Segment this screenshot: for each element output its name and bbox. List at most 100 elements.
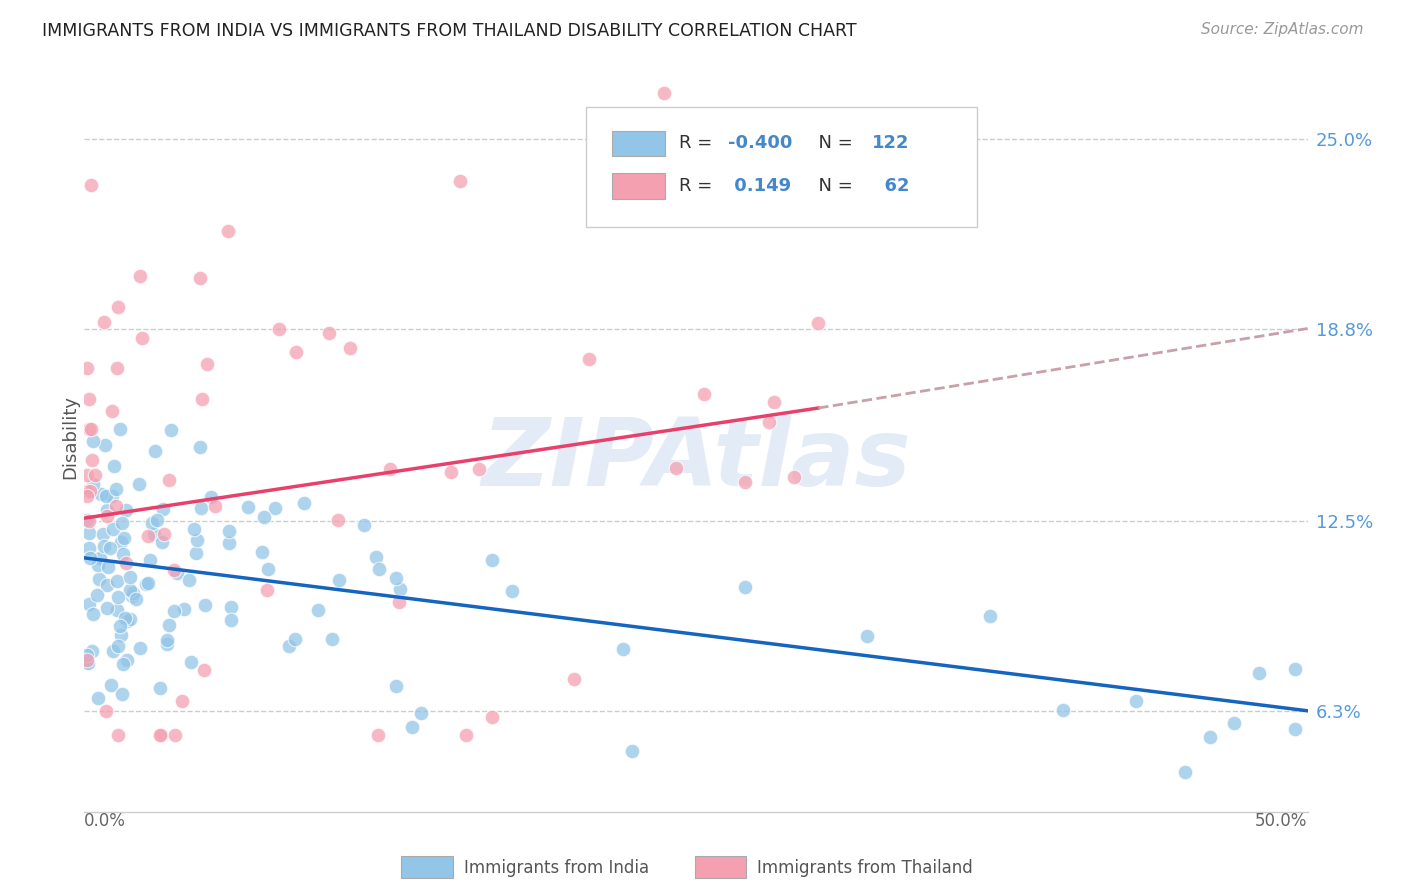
Point bbox=[292, 496, 315, 510]
Point bbox=[136, 576, 159, 591]
Point bbox=[152, 502, 174, 516]
Point bbox=[200, 490, 222, 504]
Point bbox=[188, 271, 211, 285]
Point bbox=[163, 563, 186, 577]
Text: IMMIGRANTS FROM INDIA VS IMMIGRANTS FROM THAILAND DISABILITY CORRELATION CHART: IMMIGRANTS FROM INDIA VS IMMIGRANTS FROM… bbox=[42, 22, 856, 40]
Point bbox=[111, 547, 134, 561]
Point bbox=[366, 549, 388, 564]
Point bbox=[97, 560, 120, 574]
Point bbox=[252, 510, 274, 524]
Point bbox=[96, 502, 118, 516]
Point bbox=[163, 604, 186, 618]
Point bbox=[180, 655, 202, 669]
Text: N =: N = bbox=[807, 135, 859, 153]
Point bbox=[1247, 665, 1270, 680]
Point bbox=[76, 513, 98, 527]
Point bbox=[143, 444, 166, 458]
Point bbox=[105, 574, 128, 588]
Point bbox=[96, 600, 118, 615]
Point bbox=[115, 653, 138, 667]
Point bbox=[184, 546, 207, 560]
Point bbox=[114, 610, 136, 624]
Point bbox=[112, 657, 135, 671]
Text: Immigrants from India: Immigrants from India bbox=[464, 859, 648, 877]
Point bbox=[129, 640, 152, 655]
Point bbox=[77, 514, 100, 528]
Point bbox=[326, 513, 349, 527]
Point bbox=[100, 677, 122, 691]
Point bbox=[121, 589, 143, 603]
Point bbox=[101, 644, 124, 658]
Point bbox=[1223, 715, 1246, 730]
Point bbox=[142, 526, 165, 541]
Point bbox=[157, 473, 180, 487]
Point bbox=[110, 628, 132, 642]
Point bbox=[411, 706, 433, 721]
Point bbox=[84, 468, 107, 483]
Point bbox=[96, 490, 118, 504]
Point bbox=[107, 300, 129, 314]
Point bbox=[807, 316, 830, 330]
Point bbox=[77, 526, 100, 541]
Point bbox=[368, 562, 391, 576]
Point bbox=[188, 440, 211, 454]
Point bbox=[87, 558, 110, 572]
Point bbox=[328, 573, 350, 587]
Text: 62: 62 bbox=[872, 178, 910, 195]
Point bbox=[250, 545, 273, 559]
Point bbox=[401, 721, 423, 735]
Point bbox=[129, 269, 152, 284]
Point bbox=[449, 174, 471, 188]
Point bbox=[79, 550, 101, 565]
Point bbox=[77, 597, 100, 611]
Point bbox=[128, 476, 150, 491]
Point bbox=[221, 600, 243, 615]
Point bbox=[321, 632, 343, 647]
Point bbox=[118, 569, 141, 583]
Point bbox=[388, 582, 411, 597]
Point bbox=[86, 588, 108, 602]
Point bbox=[110, 535, 132, 549]
Text: ZIPAtlas: ZIPAtlas bbox=[481, 414, 911, 506]
Point bbox=[122, 586, 145, 600]
Point bbox=[79, 483, 101, 498]
Point bbox=[378, 462, 401, 476]
Point bbox=[125, 592, 148, 607]
Point bbox=[783, 470, 806, 484]
Point bbox=[179, 573, 201, 587]
Point bbox=[256, 561, 278, 575]
Point bbox=[150, 535, 173, 549]
Point bbox=[183, 522, 205, 536]
Point bbox=[367, 728, 389, 742]
Point bbox=[96, 578, 118, 592]
Point bbox=[77, 392, 100, 406]
Point bbox=[101, 522, 124, 536]
Point bbox=[82, 607, 104, 621]
Text: N =: N = bbox=[807, 178, 859, 195]
Point bbox=[104, 499, 127, 513]
Point bbox=[105, 361, 128, 376]
Point bbox=[318, 326, 340, 341]
Point bbox=[104, 482, 127, 496]
Point bbox=[307, 603, 329, 617]
FancyBboxPatch shape bbox=[586, 107, 977, 227]
Point bbox=[76, 653, 98, 667]
Point bbox=[385, 572, 408, 586]
Point bbox=[94, 704, 117, 718]
Point bbox=[77, 541, 100, 555]
Point bbox=[194, 598, 217, 612]
Point bbox=[80, 422, 103, 436]
Point bbox=[284, 632, 307, 646]
Point bbox=[152, 527, 174, 541]
Point bbox=[1125, 694, 1147, 708]
Point bbox=[107, 639, 129, 653]
Point bbox=[562, 672, 585, 686]
Point bbox=[107, 728, 129, 742]
Point bbox=[278, 639, 301, 653]
Point bbox=[82, 644, 104, 658]
Point bbox=[103, 458, 125, 473]
Point bbox=[979, 609, 1001, 624]
Point bbox=[139, 553, 162, 567]
FancyBboxPatch shape bbox=[695, 856, 747, 879]
Text: -0.400: -0.400 bbox=[728, 135, 792, 153]
